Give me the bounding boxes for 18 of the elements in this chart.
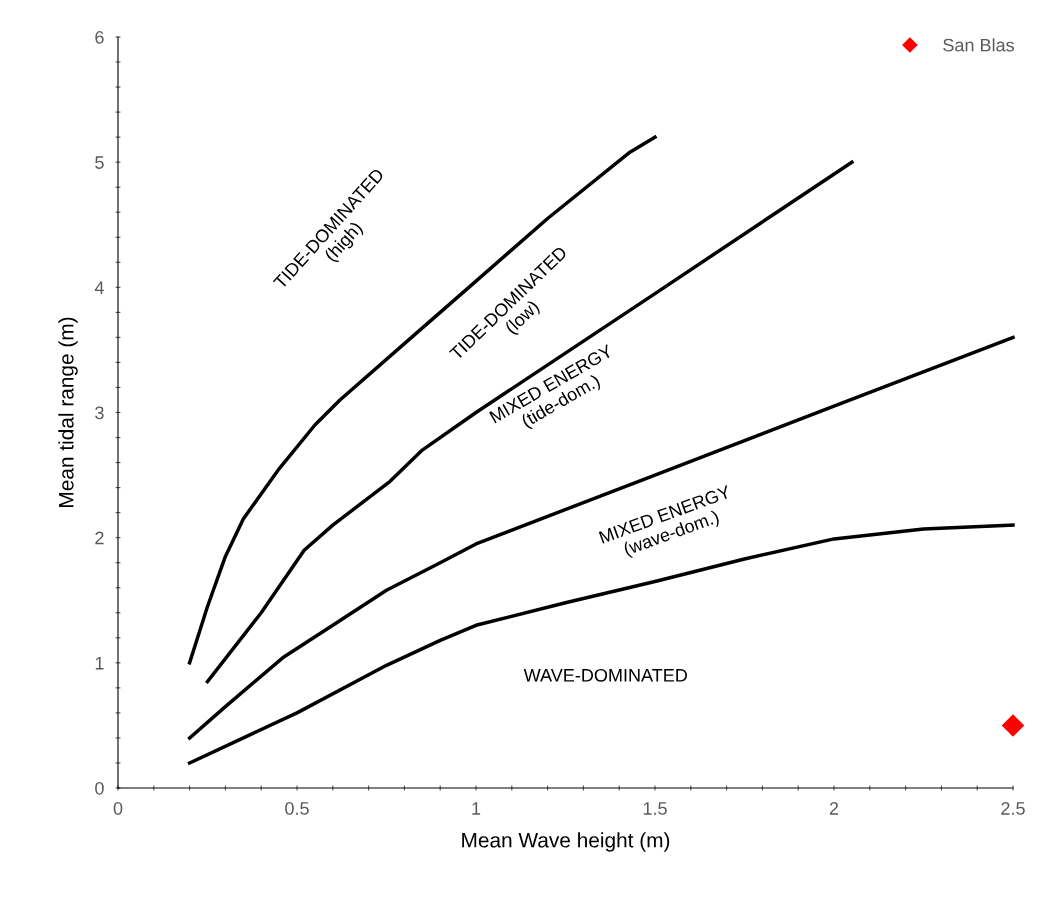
y-tick-label: 3 — [95, 406, 104, 420]
annotation: WAVE-DOMINATED — [523, 668, 687, 682]
x-tick-label: 1.5 — [643, 802, 667, 815]
y-axis-title: Mean tidal range (m) — [58, 317, 78, 507]
x-tick-label: 0.5 — [285, 802, 309, 815]
y-tick-label: 4 — [94, 281, 104, 294]
y-tick-label: 5 — [95, 156, 104, 169]
legend-label: San Blas — [943, 38, 1014, 52]
x-tick-label: 2.5 — [1001, 802, 1025, 815]
x-axis-title: Mean Wave height (m) — [462, 832, 670, 852]
y-tick-label: 2 — [95, 531, 104, 545]
y-tick-label: 1 — [95, 656, 104, 670]
y-tick-label: 6 — [95, 30, 104, 44]
x-tick-label: 1 — [472, 802, 481, 815]
y-tick-label: 0 — [95, 781, 104, 795]
x-tick-label: 2 — [829, 802, 839, 815]
x-tick-label: 0 — [113, 802, 123, 815]
line-series — [205, 160, 854, 684]
